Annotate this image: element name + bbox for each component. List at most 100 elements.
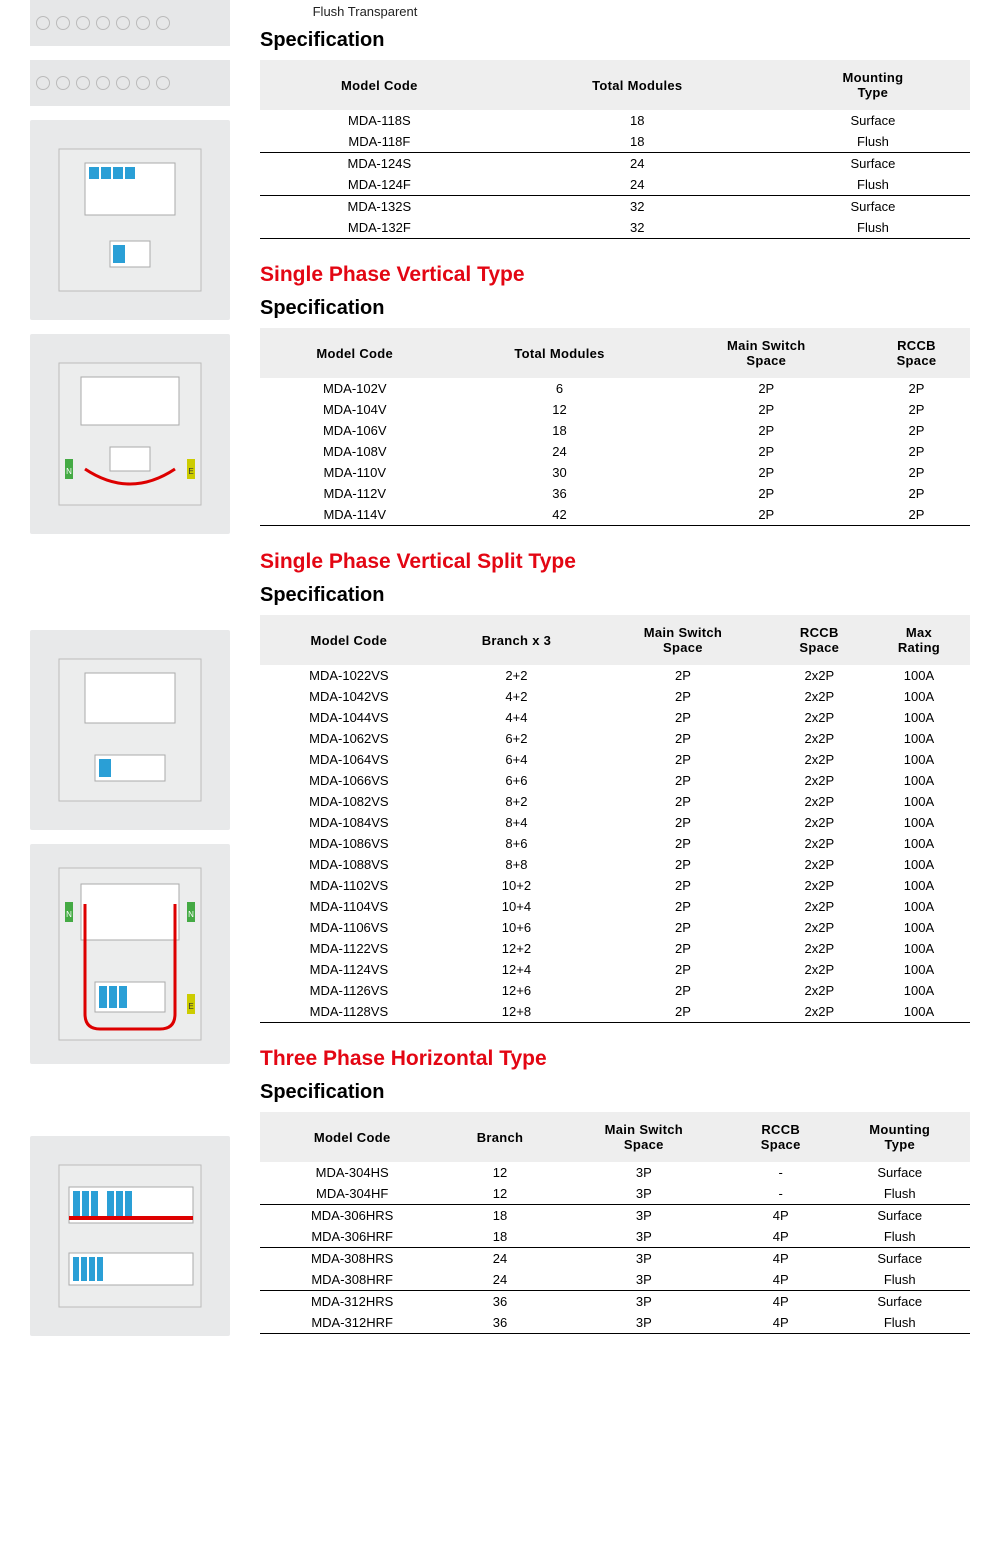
table-row: MDA-1106VS10+62P2x2P100A <box>260 917 970 938</box>
table-cell: 32 <box>499 196 776 218</box>
table-cell: 10+4 <box>438 896 595 917</box>
table-cell: MDA-1122VS <box>260 938 438 959</box>
table-cell: 2x2P <box>771 833 868 854</box>
product-image-4: N N E <box>30 844 230 1064</box>
right-content-column: Flush Transparent Specification Model Co… <box>260 0 1000 1356</box>
table-row: MDA-312HRS363P4PSurface <box>260 1291 970 1313</box>
table-cell: 2P <box>863 462 970 483</box>
table-cell: MDA-1084VS <box>260 812 438 833</box>
table-cell: 2P <box>863 483 970 504</box>
table-cell: 36 <box>444 1291 555 1313</box>
table-cell: 100A <box>868 833 970 854</box>
table-cell: 2P <box>863 420 970 441</box>
table-cell: 2x2P <box>771 917 868 938</box>
table-cell: 2x2P <box>771 812 868 833</box>
table-header: RCCBSpace <box>771 615 868 665</box>
product-image-1 <box>30 120 230 320</box>
table-cell: 2P <box>595 917 771 938</box>
table-cell: MDA-118S <box>260 110 499 131</box>
table-cell: MDA-132S <box>260 196 499 218</box>
knockout-plate-top <box>30 0 230 46</box>
table-cell: 36 <box>450 483 670 504</box>
table-cell: 4+4 <box>438 707 595 728</box>
table-row: MDA-108V242P2P <box>260 441 970 462</box>
table-cell: MDA-104V <box>260 399 450 420</box>
table-cell: 30 <box>450 462 670 483</box>
svg-text:E: E <box>188 1002 193 1011</box>
table-cell: Flush <box>829 1226 970 1248</box>
table-cell: MDA-1124VS <box>260 959 438 980</box>
table-row: MDA-308HRF243P4PFlush <box>260 1269 970 1291</box>
table-row: MDA-1084VS8+42P2x2P100A <box>260 812 970 833</box>
table-cell: 2x2P <box>771 980 868 1001</box>
left-image-column: N E N N <box>0 0 260 1356</box>
table-cell: 2P <box>863 504 970 526</box>
table-cell: MDA-106V <box>260 420 450 441</box>
table-cell: 2P <box>595 959 771 980</box>
table-row: MDA-1044VS4+42P2x2P100A <box>260 707 970 728</box>
table-header: Model Code <box>260 1112 444 1162</box>
table-cell: 10+2 <box>438 875 595 896</box>
table-cell: 4P <box>732 1291 830 1313</box>
table-cell: 6+6 <box>438 770 595 791</box>
table-cell: 2x2P <box>771 959 868 980</box>
table-cell: - <box>732 1183 830 1205</box>
table-row: MDA-102V62P2P <box>260 378 970 399</box>
table-cell: 2P <box>595 791 771 812</box>
product-image-2: N E <box>30 334 230 534</box>
table-cell: 100A <box>868 875 970 896</box>
table-cell: 100A <box>868 707 970 728</box>
table-cell: MDA-1102VS <box>260 875 438 896</box>
table-cell: 2P <box>670 462 863 483</box>
table-cell: 100A <box>868 917 970 938</box>
table-row: MDA-1066VS6+62P2x2P100A <box>260 770 970 791</box>
table-row: MDA-1082VS8+22P2x2P100A <box>260 791 970 812</box>
table-row: MDA-1088VS8+82P2x2P100A <box>260 854 970 875</box>
table-cell: 2x2P <box>771 665 868 686</box>
table-row: MDA-112V362P2P <box>260 483 970 504</box>
table-header: Main SwitchSpace <box>670 328 863 378</box>
table-cell: 100A <box>868 854 970 875</box>
table-cell: MDA-112V <box>260 483 450 504</box>
table-row: MDA-1104VS10+42P2x2P100A <box>260 896 970 917</box>
table-cell: MDA-306HRF <box>260 1226 444 1248</box>
table-header: Branch x 3 <box>438 615 595 665</box>
table-row: MDA-104V122P2P <box>260 399 970 420</box>
spec-heading-1: Specification <box>260 29 970 52</box>
table-cell: - <box>732 1162 830 1183</box>
table-cell: MDA-308HRF <box>260 1269 444 1291</box>
table-cell: 10+6 <box>438 917 595 938</box>
spec-table-2: Model CodeTotal ModulesMain SwitchSpaceR… <box>260 328 970 526</box>
table-header: Branch <box>444 1112 555 1162</box>
table-header: MountingType <box>776 60 970 110</box>
table-cell: 2P <box>595 1001 771 1023</box>
table-row: MDA-118S18Surface <box>260 110 970 131</box>
table-cell: 3P <box>556 1248 732 1270</box>
table-cell: 2P <box>595 980 771 1001</box>
table-row: MDA-1062VS6+22P2x2P100A <box>260 728 970 749</box>
table-header: Main SwitchSpace <box>595 615 771 665</box>
table-cell: 2x2P <box>771 854 868 875</box>
table-cell: 24 <box>499 174 776 196</box>
table-cell: 2P <box>595 728 771 749</box>
table-cell: MDA-1042VS <box>260 686 438 707</box>
table-row: MDA-304HF123P-Flush <box>260 1183 970 1205</box>
table-row: MDA-312HRF363P4PFlush <box>260 1312 970 1334</box>
table-cell: 2P <box>595 854 771 875</box>
table-cell: 2P <box>670 420 863 441</box>
table-cell: 100A <box>868 728 970 749</box>
table-header: Model Code <box>260 60 499 110</box>
table-row: MDA-132F32Flush <box>260 217 970 239</box>
product-image-5 <box>30 1136 230 1336</box>
table-cell: Flush <box>829 1183 970 1205</box>
table-cell: MDA-1066VS <box>260 770 438 791</box>
table-cell: MDA-108V <box>260 441 450 462</box>
table-cell: Flush <box>829 1312 970 1334</box>
table-cell: 12+4 <box>438 959 595 980</box>
table-cell: 4P <box>732 1248 830 1270</box>
table-cell: 2P <box>670 378 863 399</box>
table-cell: 3P <box>556 1312 732 1334</box>
table-cell: MDA-1086VS <box>260 833 438 854</box>
table-cell: MDA-1062VS <box>260 728 438 749</box>
table-cell: 24 <box>444 1269 555 1291</box>
